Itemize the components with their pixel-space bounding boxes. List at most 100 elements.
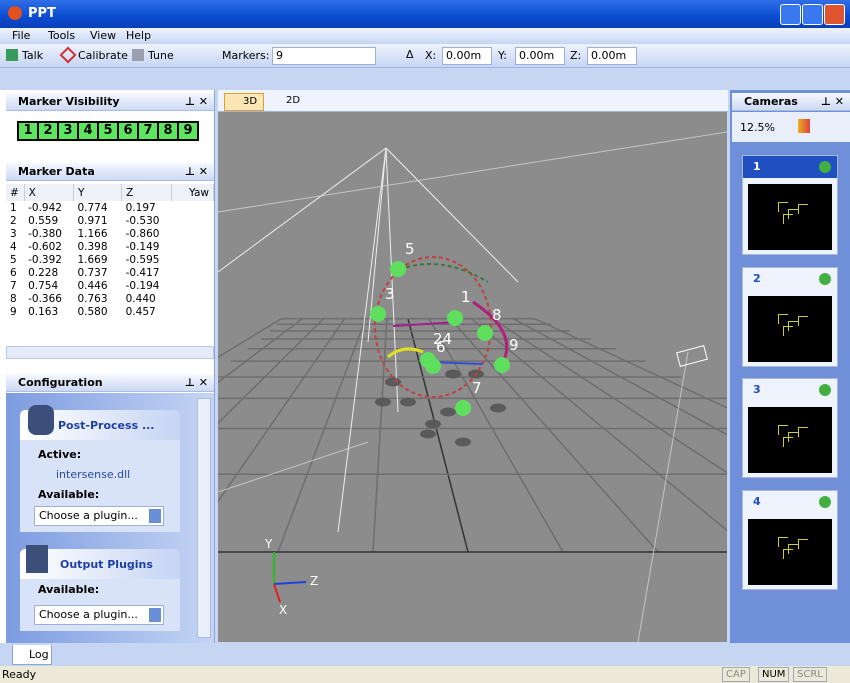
axis-label: Y: [264, 537, 273, 551]
marker-toggle[interactable]: 9: [177, 121, 199, 141]
column-header: X: [24, 184, 74, 201]
cell: 0.559: [28, 214, 59, 227]
marker-shadow: [385, 377, 401, 387]
data-row[interactable]: 2 0.559 0.971 -0.530: [6, 214, 214, 227]
marker[interactable]: [477, 325, 493, 341]
marker-label: 5: [405, 240, 415, 258]
delta-icon: Δ: [406, 48, 414, 61]
marker[interactable]: [425, 358, 441, 374]
coord-value: 0.00m: [519, 49, 555, 62]
status-check: [819, 161, 831, 173]
column-header: Z: [121, 184, 172, 201]
blob: [783, 325, 793, 336]
view-tab[interactable]: 2D: [268, 93, 308, 111]
header-row: # X Y Z Yaw: [6, 184, 214, 201]
cell: 1.669: [77, 253, 108, 266]
data-row[interactable]: 6 0.228 0.737 -0.417: [6, 266, 214, 279]
marker-toggle[interactable]: 2: [37, 121, 59, 141]
marker-toggle[interactable]: 7: [137, 121, 159, 141]
cell: 9: [10, 305, 17, 318]
camera-image: [748, 184, 832, 250]
coord-field[interactable]: 0.00m: [442, 47, 492, 65]
menu-item[interactable]: Help: [126, 29, 152, 42]
coord-value: 0.00m: [446, 49, 482, 62]
data-row[interactable]: 1 -0.942 0.774 0.197: [6, 201, 214, 214]
dropdown[interactable]: Choose a plugin...: [34, 506, 164, 526]
data-row[interactable]: 3 -0.380 1.166 -0.860: [6, 227, 214, 240]
group-body: Available: Choose a plugin...: [20, 579, 180, 631]
cell: 0.446: [77, 279, 108, 292]
cell: 6: [10, 266, 17, 279]
tab-label: 2D: [286, 95, 301, 106]
panel-header: Marker Data ⊥ ✕: [6, 163, 214, 181]
floor-line: [513, 318, 727, 436]
marker[interactable]: [447, 310, 463, 326]
cell: 7: [10, 279, 17, 292]
panel-header: Marker Visibility ⊥ ✕: [6, 93, 214, 111]
cell: 1.166: [77, 227, 108, 240]
axis-x: [273, 583, 281, 603]
marker-toggle[interactable]: 8: [157, 121, 179, 141]
minimize-button[interactable]: [780, 4, 801, 25]
view-tab[interactable]: 3D: [224, 93, 264, 111]
data-row[interactable]: 8 -0.366 0.763 0.440: [6, 292, 214, 305]
scrollbar[interactable]: [6, 346, 214, 359]
cell: -0.417: [125, 266, 160, 279]
axis-line: [392, 321, 459, 327]
axis-label: Z:: [570, 49, 582, 62]
marker[interactable]: [455, 400, 471, 416]
camera-card[interactable]: 1: [742, 155, 838, 255]
plugin-name[interactable]: intersense.dll: [56, 468, 131, 481]
coord-field[interactable]: 0.00m: [515, 47, 565, 65]
marker-toggle[interactable]: 1: [17, 121, 39, 141]
marker-shadow: [425, 419, 441, 429]
marker-label: 24: [433, 330, 452, 348]
status-indicator: CAP: [722, 667, 750, 682]
spinbox[interactable]: 9: [272, 47, 376, 65]
blob: [778, 536, 788, 547]
marker[interactable]: [390, 261, 406, 277]
camera-card[interactable]: 3: [742, 378, 838, 478]
maximize-button[interactable]: [802, 4, 823, 25]
panel-header: Cameras ⊥ ✕: [732, 93, 850, 111]
marker-toggle[interactable]: 3: [57, 121, 79, 141]
data-row[interactable]: 4 -0.602 0.398 -0.149: [6, 240, 214, 253]
data-row[interactable]: 9 0.163 0.580 0.457: [6, 305, 214, 318]
tool-button[interactable]: Calibrate: [78, 49, 128, 62]
marker-toggle[interactable]: 4: [77, 121, 99, 141]
coord-field[interactable]: 0.00m: [587, 47, 637, 65]
data-row[interactable]: 7 0.754 0.446 -0.194: [6, 279, 214, 292]
close-button[interactable]: [824, 4, 845, 25]
scrollbar[interactable]: [197, 398, 211, 638]
dropdown[interactable]: Choose a plugin...: [34, 605, 164, 625]
column-header: Y: [73, 184, 123, 201]
tool-button[interactable]: Talk: [22, 49, 44, 62]
menu-item[interactable]: View: [90, 29, 117, 42]
log-tab[interactable]: Log: [12, 645, 52, 665]
camera-header: 3: [743, 379, 837, 401]
camera-number: 3: [753, 383, 761, 396]
axis-z: [273, 581, 307, 585]
camera-image: [748, 295, 832, 362]
data-row[interactable]: 5 -0.392 1.669 -0.595: [6, 253, 214, 266]
floor-line: [218, 318, 325, 425]
camera-card[interactable]: 2: [742, 266, 838, 367]
camera-ray: [337, 147, 387, 533]
cell: -0.602: [28, 240, 62, 253]
menu-item[interactable]: Tools: [48, 29, 76, 42]
tool-button[interactable]: Tune: [148, 49, 174, 62]
camera-card[interactable]: 4: [742, 489, 838, 590]
camera-image: [748, 518, 832, 585]
marker-toggle[interactable]: 5: [97, 121, 119, 141]
tab-label: 3D: [243, 96, 258, 107]
cell: -0.860: [125, 227, 160, 240]
marker-toggle[interactable]: 6: [117, 121, 139, 141]
column-header: #: [6, 184, 25, 201]
axis-label: X: [279, 603, 287, 617]
camera-number: 1: [753, 160, 761, 173]
zoom-level[interactable]: 12.5%: [740, 121, 775, 134]
menu-item[interactable]: File: [12, 29, 31, 42]
marker[interactable]: [494, 357, 510, 373]
marker[interactable]: [370, 306, 386, 322]
toolbar: Talk Calibrate Tune Markers: 9 Δ X: 0.00m Y: 0.00…: [0, 44, 850, 68]
